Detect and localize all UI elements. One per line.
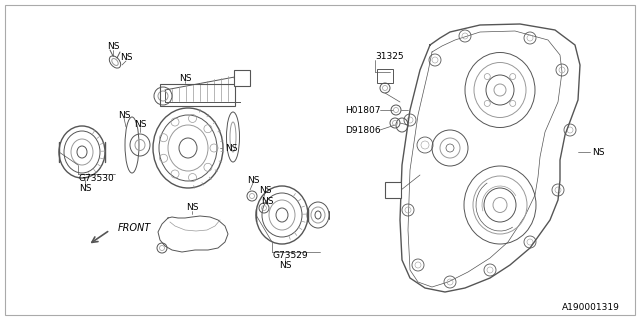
Text: NS: NS xyxy=(79,183,92,193)
Text: A190001319: A190001319 xyxy=(562,303,620,313)
Bar xyxy=(160,84,235,106)
Bar xyxy=(377,69,393,83)
Text: NS: NS xyxy=(260,197,273,206)
Bar xyxy=(234,70,250,86)
Text: NS: NS xyxy=(179,74,191,83)
Text: FRONT: FRONT xyxy=(118,223,151,233)
Text: H01807: H01807 xyxy=(345,106,381,115)
Text: D91806: D91806 xyxy=(345,125,381,134)
Bar xyxy=(385,182,401,198)
Text: NS: NS xyxy=(592,148,605,156)
Text: G73530: G73530 xyxy=(78,173,114,182)
Text: NS: NS xyxy=(118,110,131,119)
Text: A: A xyxy=(390,186,397,195)
Text: A: A xyxy=(239,74,246,83)
Text: NS: NS xyxy=(120,52,132,61)
Text: G73529: G73529 xyxy=(272,252,308,260)
Text: NS: NS xyxy=(279,261,291,270)
Text: NS: NS xyxy=(247,175,259,185)
Text: NS: NS xyxy=(134,119,147,129)
Text: NS: NS xyxy=(225,143,237,153)
Text: NS: NS xyxy=(259,186,271,195)
Text: NS: NS xyxy=(107,42,119,51)
Text: 31325: 31325 xyxy=(375,52,404,60)
Text: NS: NS xyxy=(186,204,198,212)
